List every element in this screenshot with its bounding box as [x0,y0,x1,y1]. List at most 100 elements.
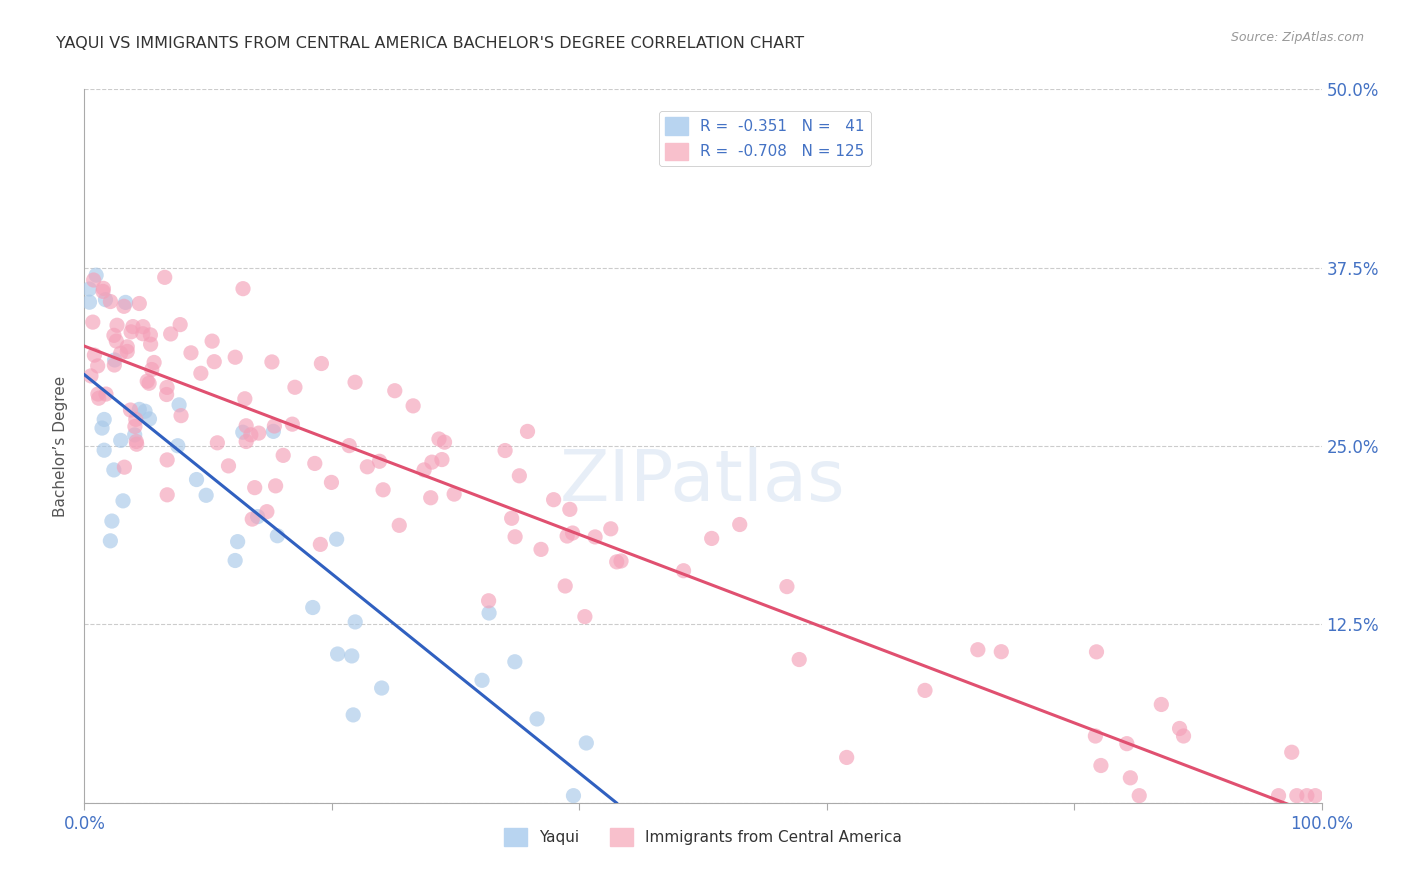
Point [776,580,799,594]
Point [304,457,326,471]
Point [117,340,139,354]
Point [190,367,212,381]
Point [156,488,179,502]
Point [1173,729,1195,743]
Point [420,455,443,469]
Point [128,296,150,310]
Point [112,460,135,475]
Point [281,417,304,432]
Point [136,374,159,388]
Point [195,488,218,502]
Point [443,487,465,501]
Point [516,425,538,439]
Point [606,555,628,569]
Point [91,421,114,435]
Text: Source: ZipAtlas.com: Source: ZipAtlas.com [1230,31,1364,45]
Point [413,463,436,477]
Point [311,357,333,371]
Point [134,404,156,418]
Point [138,376,160,391]
Point [260,355,283,369]
Point [125,434,148,449]
Point [561,526,583,541]
Point [966,642,988,657]
Point [156,453,179,467]
Point [325,532,347,546]
Point [86,359,108,373]
Point [574,609,596,624]
Point [93,281,115,295]
Point [186,473,208,487]
Point [430,452,453,467]
Point [728,517,751,532]
Point [124,419,146,434]
Point [271,448,294,462]
Point [344,615,367,629]
Point [700,532,723,546]
Point [141,362,163,376]
Point [103,463,125,477]
Point [82,315,104,329]
Point [114,295,136,310]
Point [419,491,441,505]
Point [170,409,193,423]
Point [169,318,191,332]
Point [235,418,257,433]
Point [239,427,262,442]
Point [371,483,394,497]
Point [575,736,598,750]
Point [201,334,224,348]
Point [342,707,364,722]
Point [232,282,254,296]
Point [672,564,695,578]
Point [433,435,456,450]
Point [167,398,190,412]
Point [180,346,202,360]
Point [562,789,585,803]
Y-axis label: Bachelor’s Degree: Bachelor’s Degree [53,376,69,516]
Point [103,358,125,372]
Point [110,434,132,448]
Point [93,443,115,458]
Point [368,454,391,468]
Point [1281,745,1303,759]
Point [478,593,501,607]
Point [835,750,858,764]
Point [263,419,285,434]
Point [1295,789,1317,803]
Point [139,327,162,342]
Point [156,380,179,394]
Point [139,337,162,351]
Point [94,387,117,401]
Point [503,655,526,669]
Point [120,403,142,417]
Point [115,344,138,359]
Point [246,509,269,524]
Point [370,681,392,695]
Point [111,493,134,508]
Point [501,511,523,525]
Point [138,412,160,426]
Point [100,294,122,309]
Point [526,712,548,726]
Point [264,479,287,493]
Point [224,553,246,567]
Point [427,432,450,446]
Point [166,439,188,453]
Point [990,645,1012,659]
Point [110,346,132,360]
Point [224,350,246,364]
Point [83,273,105,287]
Point [94,293,117,307]
Point [83,348,105,362]
Point [508,468,530,483]
Point [384,384,406,398]
Text: ZIPatlas: ZIPatlas [560,447,846,516]
Point [599,522,621,536]
Point [125,412,148,426]
Point [240,512,263,526]
Point [84,268,107,283]
Point [1084,729,1107,743]
Point [1303,789,1326,803]
Point [159,326,181,341]
